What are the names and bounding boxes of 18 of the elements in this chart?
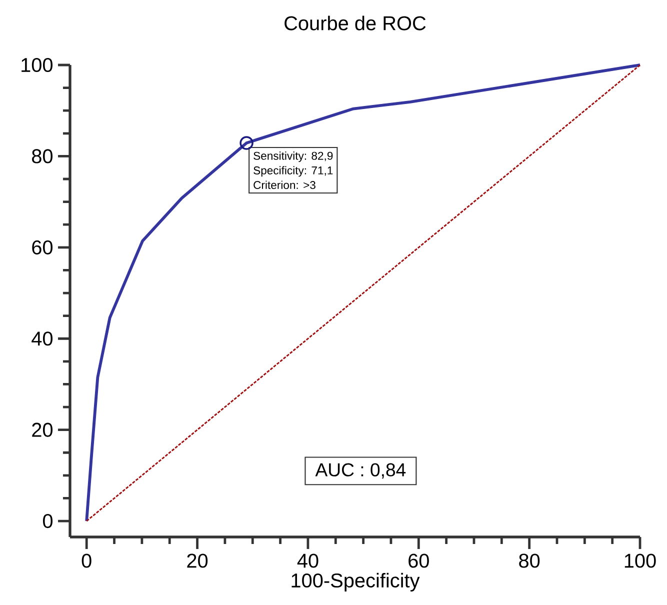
annotation: Criterion: >3 bbox=[254, 180, 316, 190]
x-tick-label: 40 bbox=[297, 554, 318, 568]
y-tick-label: 60 bbox=[32, 240, 53, 254]
annotation: Specificity: 71,1 bbox=[254, 166, 333, 177]
x-axis-title: 100-Specificity bbox=[292, 572, 420, 592]
x-tick-label: 20 bbox=[187, 554, 208, 568]
x-tick-label: 0 bbox=[82, 554, 92, 568]
annotation: AUC : 0,84 bbox=[315, 463, 406, 479]
x-tick-label: 80 bbox=[519, 554, 540, 568]
chart-title: Courbe de ROC bbox=[284, 16, 426, 30]
y-tick-label: 80 bbox=[32, 149, 53, 164]
x-tick-label: 60 bbox=[408, 554, 429, 568]
annotation: Sensitivity: 82,9 bbox=[254, 152, 333, 162]
y-tick-label: 20 bbox=[32, 422, 53, 437]
y-tick-label: 0 bbox=[42, 514, 53, 528]
y-tick-label: 100 bbox=[22, 58, 53, 72]
y-tick-label: 40 bbox=[32, 332, 53, 346]
x-tick-label: 100 bbox=[624, 554, 656, 568]
